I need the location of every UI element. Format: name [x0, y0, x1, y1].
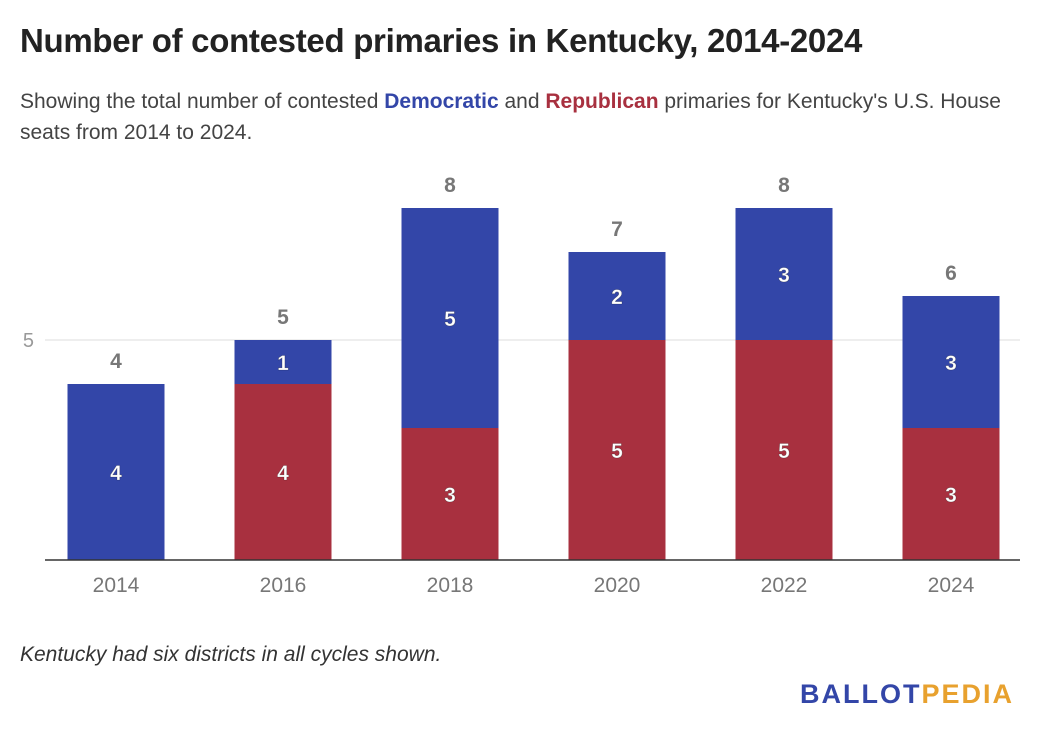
x-tick-label-2020: 2020: [594, 574, 641, 597]
bar-republican-2016[interactable]: [234, 384, 332, 560]
stacked-bar-chart: 4 4 4 1 5 3 5 8 5 2 7 5 3 8 3 3 6 5 2014 2016 2018 2020 2022 2…: [23, 174, 1020, 597]
subtitle-text-post: primaries for Kentucky's U.S. House seat…: [20, 90, 1001, 144]
bar-republican-2022[interactable]: [735, 340, 833, 560]
bar-republican-2018[interactable]: [401, 428, 499, 560]
chart-title: Number of contested primaries in Kentuck…: [20, 22, 863, 59]
bar-democratic-2024[interactable]: [902, 296, 1000, 428]
chart-note: Kentucky had six districts in all cycles…: [20, 643, 442, 666]
x-tick-label-2024: 2024: [928, 574, 975, 597]
bar-democratic-2014[interactable]: [67, 384, 165, 560]
x-tick-label-2016: 2016: [260, 574, 307, 597]
total-label-2014: 4: [110, 350, 122, 373]
data-label-democratic-2018: 5: [444, 308, 456, 331]
data-label-democratic-2016: 1: [277, 352, 289, 375]
y-tick-label: 5: [23, 330, 34, 352]
data-label-democratic-2022: 3: [778, 264, 790, 287]
logo-part-ballot: BALLOT: [799, 679, 922, 709]
x-tick-label-2014: 2014: [93, 574, 140, 597]
data-label-republican-2020: 5: [611, 440, 623, 463]
bar-democratic-2018[interactable]: [401, 208, 499, 428]
data-label-democratic-2014: 4: [110, 462, 122, 485]
subtitle-republican: Republican: [545, 90, 659, 113]
ballotpedia-logo[interactable]: BALLOTPEDIA: [800, 679, 1014, 710]
data-label-democratic-2024: 3: [945, 352, 957, 375]
total-label-2018: 8: [444, 174, 456, 197]
data-label-republican-2022: 5: [778, 440, 790, 463]
bar-democratic-2016[interactable]: [234, 340, 332, 384]
data-label-democratic-2020: 2: [611, 286, 623, 309]
total-label-2020: 7: [611, 218, 623, 241]
x-tick-label-2022: 2022: [761, 574, 808, 597]
subtitle-text-pre: Showing the total number of contested: [20, 90, 385, 113]
bar-republican-2024[interactable]: [902, 428, 1000, 560]
subtitle-text-mid: and: [498, 90, 546, 113]
total-label-2022: 8: [778, 174, 790, 197]
subtitle-democratic: Democratic: [384, 90, 499, 113]
logo-part-pedia: PEDIA: [921, 679, 1014, 709]
bar-republican-2020[interactable]: [568, 340, 666, 560]
bar-democratic-2022[interactable]: [735, 208, 833, 340]
total-label-2024: 6: [945, 262, 957, 285]
data-label-republican-2018: 3: [444, 484, 456, 507]
x-tick-label-2018: 2018: [427, 574, 474, 597]
chart-subtitle: Showing the total number of contested De…: [20, 86, 1020, 148]
data-label-republican-2024: 3: [945, 484, 957, 507]
data-label-republican-2016: 4: [277, 462, 289, 485]
bar-democratic-2020[interactable]: [568, 252, 666, 340]
total-label-2016: 5: [277, 306, 289, 329]
